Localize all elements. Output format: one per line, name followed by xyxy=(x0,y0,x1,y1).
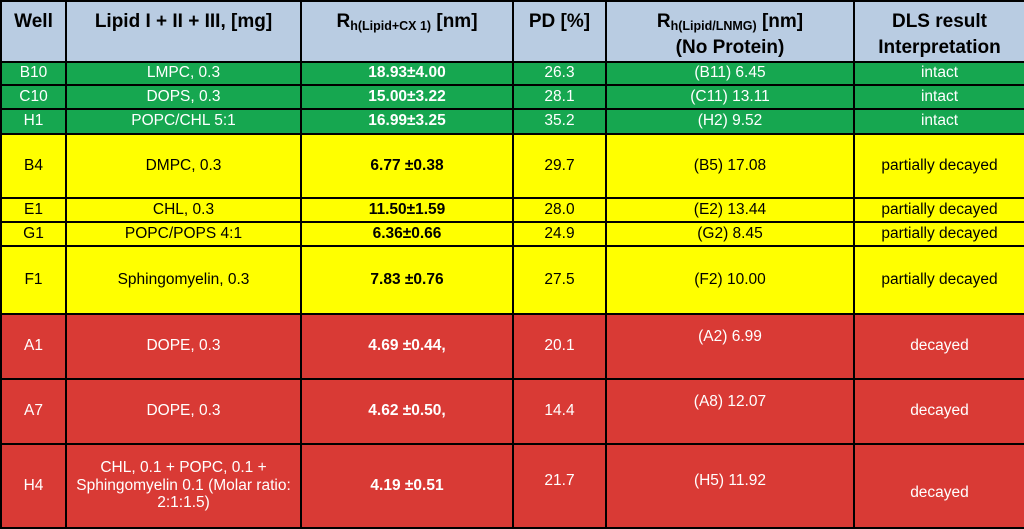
dls-header-line2: Interpretation xyxy=(878,36,1001,58)
col-header-well-label: Well xyxy=(14,11,53,32)
well-cell: H4 xyxy=(0,442,67,529)
header-row: Well Lipid I + II + III, [mg] Rh(Lipid+C… xyxy=(0,0,1024,63)
lipid-cell: POPC/POPS 4:1 xyxy=(65,220,302,247)
col-header-dls-interpretation: DLS result Interpretation xyxy=(853,0,1024,63)
pd-cell: 28.1 xyxy=(512,83,607,110)
table-header: Well Lipid I + II + III, [mg] Rh(Lipid+C… xyxy=(0,0,1024,63)
rh-noprotein-cell: (F2) 10.00 xyxy=(605,244,855,315)
rh-noprotein-cell: (A8) 12.07 xyxy=(605,377,855,445)
lipid-cell: LMPC, 0.3 xyxy=(65,60,302,86)
interpretation-cell: partially decayed xyxy=(853,196,1024,223)
well-cell: E1 xyxy=(0,196,67,223)
interpretation-cell: partially decayed xyxy=(853,220,1024,247)
rh-cx-subscript: h(Lipid+CX 1) xyxy=(350,19,432,33)
col-header-pd-label: PD [%] xyxy=(528,11,591,32)
rh-cell: 6.36±0.66 xyxy=(300,220,514,247)
table-row: B4 DMPC, 0.3 6.77 ±0.38 29.7 (B5) 17.08 … xyxy=(0,132,1024,199)
dls-header-line1: DLS result xyxy=(891,11,988,32)
pd-cell: 27.5 xyxy=(512,244,607,315)
interpretation-cell: partially decayed xyxy=(853,244,1024,315)
col-header-rh-lipid-cx: Rh(Lipid+CX 1) [nm] xyxy=(300,0,514,63)
rh-lnmg-line1: Rh(Lipid/LNMG) [nm] xyxy=(611,9,849,35)
rh-cell: 18.93±4.00 xyxy=(300,60,514,86)
table-row: H4 CHL, 0.1 + POPC, 0.1 + Sphingomyelin … xyxy=(0,442,1024,529)
table-row: B10 LMPC, 0.3 18.93±4.00 26.3 (B11) 6.45… xyxy=(0,60,1024,86)
rh-cell: 4.62 ±0.50, xyxy=(300,377,514,445)
well-cell: C10 xyxy=(0,83,67,110)
lipid-cell: DOPS, 0.3 xyxy=(65,83,302,110)
pd-cell: 20.1 xyxy=(512,312,607,380)
pd-cell: 28.0 xyxy=(512,196,607,223)
rh-cx-base: R xyxy=(336,11,351,32)
rh-cell: 15.00±3.22 xyxy=(300,83,514,110)
rh-lnmg-subscript: h(Lipid/LNMG) xyxy=(670,19,757,33)
rh-lnmg-line2: (No Protein) xyxy=(675,36,785,58)
table-row: E1 CHL, 0.3 11.50±1.59 28.0 (E2) 13.44 p… xyxy=(0,196,1024,223)
table-row: A7 DOPE, 0.3 4.62 ±0.50, 14.4 (A8) 12.07… xyxy=(0,377,1024,445)
table-row: F1 Sphingomyelin, 0.3 7.83 ±0.76 27.5 (F… xyxy=(0,244,1024,315)
col-header-pd: PD [%] xyxy=(512,0,607,63)
rh-cell: 11.50±1.59 xyxy=(300,196,514,223)
interpretation-cell: intact xyxy=(853,60,1024,86)
well-cell: A1 xyxy=(0,312,67,380)
lipid-cell: CHL, 0.3 xyxy=(65,196,302,223)
rh-noprotein-cell: (E2) 13.44 xyxy=(605,196,855,223)
well-cell: F1 xyxy=(0,244,67,315)
lipid-cell: DMPC, 0.3 xyxy=(65,132,302,199)
rh-noprotein-cell: (A2) 6.99 xyxy=(605,312,855,380)
lipid-cell: DOPE, 0.3 xyxy=(65,312,302,380)
table-row: G1 POPC/POPS 4:1 6.36±0.66 24.9 (G2) 8.4… xyxy=(0,220,1024,247)
lipid-cell: DOPE, 0.3 xyxy=(65,377,302,445)
rh-cell: 16.99±3.25 xyxy=(300,107,514,135)
rh-cell: 4.19 ±0.51 xyxy=(300,442,514,529)
col-header-lipid: Lipid I + II + III, [mg] xyxy=(65,0,302,63)
interpretation-cell: decayed xyxy=(853,442,1024,529)
col-header-rh-no-protein: Rh(Lipid/LNMG) [nm] (No Protein) xyxy=(605,0,855,63)
table-row: A1 DOPE, 0.3 4.69 ±0.44, 20.1 (A2) 6.99 … xyxy=(0,312,1024,380)
rh-cell: 4.69 ±0.44, xyxy=(300,312,514,380)
rh-noprotein-cell: (B11) 6.45 xyxy=(605,60,855,86)
lipid-cell: CHL, 0.1 + POPC, 0.1 + Sphingomyelin 0.1… xyxy=(65,442,302,529)
col-header-lipid-label: Lipid I + II + III, [mg] xyxy=(94,11,273,32)
pd-cell: 26.3 xyxy=(512,60,607,86)
rh-cx-unit: [nm] xyxy=(436,11,478,32)
well-cell: A7 xyxy=(0,377,67,445)
rh-cell: 7.83 ±0.76 xyxy=(300,244,514,315)
rh-noprotein-cell: (B5) 17.08 xyxy=(605,132,855,199)
table-row: H1 POPC/CHL 5:1 16.99±3.25 35.2 (H2) 9.5… xyxy=(0,107,1024,135)
rh-cell: 6.77 ±0.38 xyxy=(300,132,514,199)
rh-noprotein-cell: (H2) 9.52 xyxy=(605,107,855,135)
rh-noprotein-cell: (C11) 13.11 xyxy=(605,83,855,110)
col-header-well: Well xyxy=(0,0,67,63)
interpretation-cell: partially decayed xyxy=(853,132,1024,199)
rh-noprotein-cell: (G2) 8.45 xyxy=(605,220,855,247)
well-cell: B4 xyxy=(0,132,67,199)
table-row: C10 DOPS, 0.3 15.00±3.22 28.1 (C11) 13.1… xyxy=(0,83,1024,110)
pd-cell: 14.4 xyxy=(512,377,607,445)
interpretation-cell: intact xyxy=(853,107,1024,135)
well-cell: H1 xyxy=(0,107,67,135)
lipid-cell: POPC/CHL 5:1 xyxy=(65,107,302,135)
pd-cell: 35.2 xyxy=(512,107,607,135)
rh-lnmg-unit: [nm] xyxy=(761,11,804,32)
lipid-cell: Sphingomyelin, 0.3 xyxy=(65,244,302,315)
rh-lnmg-base: R xyxy=(656,11,671,32)
interpretation-cell: intact xyxy=(853,83,1024,110)
table-body: B10 LMPC, 0.3 18.93±4.00 26.3 (B11) 6.45… xyxy=(0,60,1024,529)
well-cell: B10 xyxy=(0,60,67,86)
well-cell: G1 xyxy=(0,220,67,247)
pd-cell: 29.7 xyxy=(512,132,607,199)
pd-cell: 21.7 xyxy=(512,442,607,529)
interpretation-cell: decayed xyxy=(853,377,1024,445)
pd-cell: 24.9 xyxy=(512,220,607,247)
rh-noprotein-cell: (H5) 11.92 xyxy=(605,442,855,529)
interpretation-cell: decayed xyxy=(853,312,1024,380)
